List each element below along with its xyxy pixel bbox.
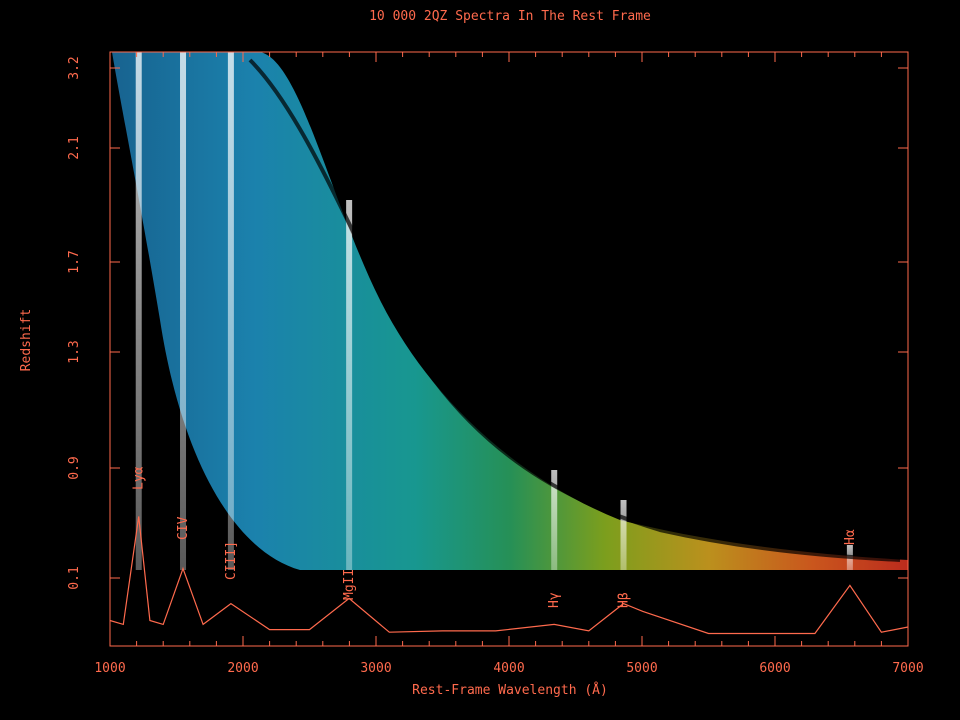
emission-band — [346, 200, 353, 570]
emission-line-label: Hβ — [617, 592, 632, 608]
emission-band — [620, 500, 627, 570]
emission-line-label: Hα — [843, 529, 858, 545]
x-tick-label: 3000 — [360, 661, 391, 676]
y-tick-label: 1.3 — [67, 340, 82, 363]
emission-bands — [135, 52, 901, 570]
x-tick-label: 4000 — [493, 661, 524, 676]
trough-curve — [248, 58, 901, 562]
emission-line-label: MgII — [342, 569, 357, 600]
y-tick-label: 2.1 — [67, 136, 82, 159]
emission-band — [180, 52, 187, 570]
x-tick-label: 2000 — [227, 661, 258, 676]
emission-band — [227, 52, 234, 570]
y-tick-label: 0.9 — [67, 456, 82, 479]
emission-band — [551, 470, 558, 570]
x-tick-label: 6000 — [759, 661, 790, 676]
chart-title: 10 000 2QZ Spectra In The Rest Frame — [369, 9, 651, 24]
spectra-heatmap — [112, 52, 908, 570]
x-tick-label: 5000 — [626, 661, 657, 676]
spectra-region — [112, 52, 908, 570]
y-tick-label: 0.1 — [67, 566, 82, 589]
y-axis-label: Redshift — [19, 309, 34, 372]
emission-band — [135, 52, 142, 570]
emission-line-label: Hγ — [547, 592, 562, 608]
composite-spectrum-line — [109, 516, 909, 635]
x-tick-label: 7000 — [892, 661, 923, 676]
y-tick-label: 3.2 — [67, 56, 82, 79]
x-axis: 1000 2000 3000 4000 5000 6000 7000 — [94, 52, 924, 676]
y-tick-label: 1.7 — [67, 250, 82, 273]
x-tick-label: 1000 — [94, 661, 125, 676]
emission-line-label: CIII] — [224, 541, 239, 580]
emission-line-label: CIV — [176, 516, 191, 540]
emission-line-labels: Lyα CIV CIII] MgII Hγ Hβ Hα — [132, 466, 858, 608]
y-axis: 0.1 0.9 1.3 1.7 2.1 3.2 — [67, 56, 908, 590]
x-axis-label: Rest-Frame Wavelength (Å) — [412, 682, 608, 698]
composite-spectrum — [109, 516, 909, 635]
emission-line-label: Lyα — [132, 466, 147, 490]
